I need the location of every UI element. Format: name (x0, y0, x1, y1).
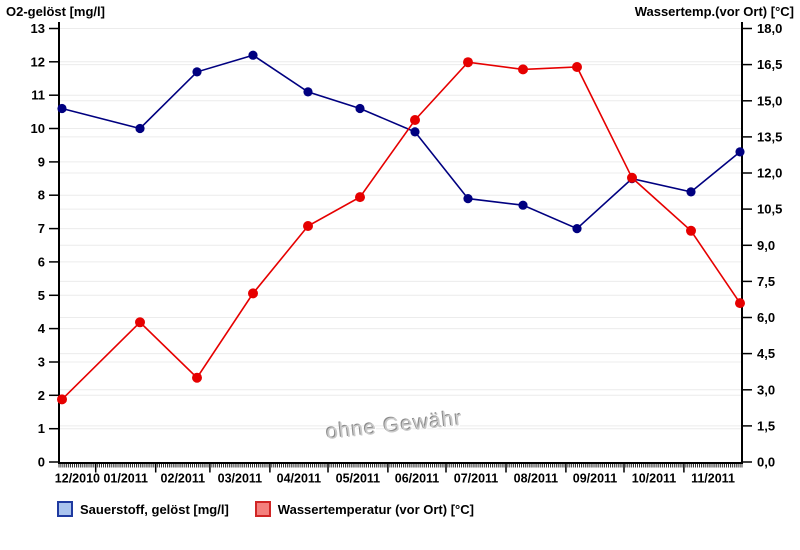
svg-text:10,5: 10,5 (757, 202, 782, 217)
svg-text:11/2011: 11/2011 (691, 472, 735, 486)
svg-text:04/2011: 04/2011 (277, 472, 322, 486)
svg-text:7,5: 7,5 (757, 274, 775, 289)
svg-text:08/2011: 08/2011 (514, 472, 559, 486)
svg-text:05/2011: 05/2011 (336, 472, 381, 486)
legend-swatch-watertemp (254, 501, 271, 517)
right-axis-title: Wassertemp.(vor Ort) [°C] (634, 4, 794, 19)
svg-text:4,5: 4,5 (757, 346, 775, 361)
svg-text:16,5: 16,5 (757, 57, 782, 72)
svg-text:5: 5 (38, 288, 45, 303)
svg-text:12: 12 (31, 54, 45, 69)
svg-text:3: 3 (38, 355, 45, 370)
svg-text:9: 9 (38, 154, 45, 169)
svg-text:03/2011: 03/2011 (218, 472, 263, 486)
svg-text:09/2011: 09/2011 (573, 472, 618, 486)
svg-text:3,0: 3,0 (757, 382, 775, 397)
svg-text:13,5: 13,5 (757, 129, 782, 144)
svg-text:2: 2 (38, 388, 45, 403)
svg-text:07/2011: 07/2011 (454, 472, 499, 486)
svg-text:0,0: 0,0 (757, 455, 775, 470)
svg-text:13: 13 (31, 21, 45, 36)
svg-text:6,0: 6,0 (757, 310, 775, 325)
svg-text:18,0: 18,0 (757, 21, 782, 36)
legend-label-watertemp: Wassertemperatur (vor Ort) [°C] (277, 501, 474, 517)
svg-text:15,0: 15,0 (757, 93, 782, 108)
svg-text:12,0: 12,0 (757, 166, 782, 181)
svg-text:01/2011: 01/2011 (103, 472, 148, 486)
svg-text:11: 11 (31, 88, 45, 103)
legend-item-watertemp: Wassertemperatur (vor Ort) [°C] (254, 501, 474, 517)
svg-text:12/2010: 12/2010 (55, 472, 100, 486)
svg-text:4: 4 (38, 321, 46, 336)
svg-text:0: 0 (38, 455, 45, 470)
svg-text:8: 8 (38, 188, 45, 203)
svg-text:10/2011: 10/2011 (632, 472, 677, 486)
svg-text:1,5: 1,5 (757, 418, 775, 433)
svg-text:06/2011: 06/2011 (395, 472, 440, 486)
svg-text:10: 10 (31, 121, 45, 136)
legend-item-oxygen: Sauerstoff, gelöst [mg/l] (57, 501, 229, 517)
legend-label-oxygen: Sauerstoff, gelöst [mg/l] (80, 501, 229, 517)
dual-axis-line-chart: 0123456789101112130,01,53,04,56,07,59,01… (31, 21, 783, 486)
legend: Sauerstoff, gelöst [mg/l] Wassertemperat… (57, 501, 474, 517)
svg-text:1: 1 (38, 421, 45, 436)
legend-swatch-oxygen (57, 501, 73, 517)
left-axis-title: O2-gelöst [mg/l] (6, 4, 105, 19)
svg-text:7: 7 (38, 221, 45, 236)
svg-text:02/2011: 02/2011 (161, 472, 206, 486)
svg-text:9,0: 9,0 (757, 238, 775, 253)
svg-text:6: 6 (38, 254, 45, 269)
